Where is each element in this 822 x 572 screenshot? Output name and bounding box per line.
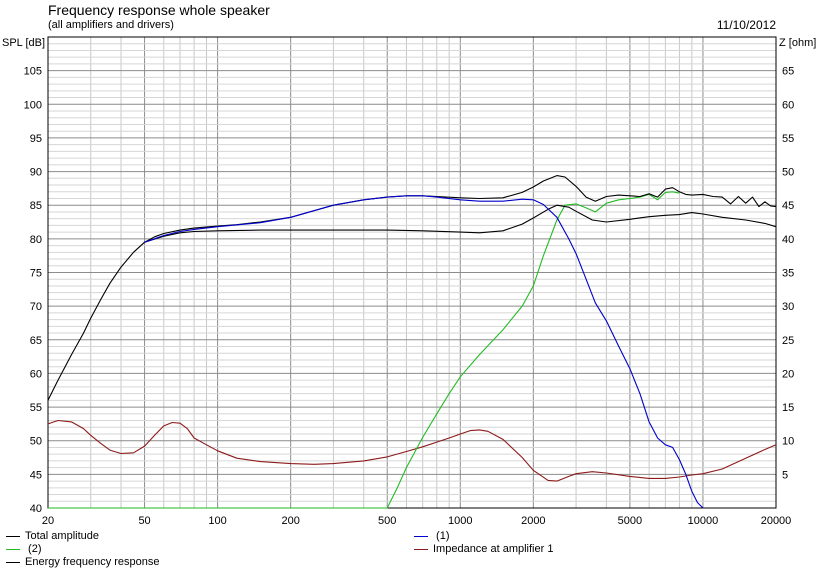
y2-tick-label: 50 [782, 167, 794, 179]
y-tick-label: 100 [24, 99, 42, 111]
y-tick-label: 50 [30, 436, 42, 448]
x-tick-label: 10000 [688, 515, 719, 527]
series-line-impedance-at-amplifier-1 [47, 419, 777, 482]
chart-date: 11/10/2012 [716, 18, 776, 32]
y-tick-label: 45 [30, 469, 42, 481]
y2-tick-label: 45 [782, 200, 794, 212]
y-tick-label: 75 [30, 268, 42, 280]
series-line-total-amplitude [47, 175, 777, 401]
series-line-2 [48, 191, 680, 509]
chart-title: Frequency response whole speaker [48, 2, 270, 18]
y2-tick-label: 5 [782, 469, 788, 481]
legend-swatch [6, 535, 20, 537]
y-tick-label: 70 [30, 301, 42, 313]
y-tick-label: 40 [30, 503, 42, 515]
legend-swatch [6, 561, 20, 563]
legend-label: Impedance at amplifier 1 [433, 543, 554, 555]
legend-item-series-1: (1) [414, 530, 450, 542]
x-tick-label: 500 [378, 515, 396, 527]
legend-item-energy: Energy frequency response [6, 556, 160, 568]
y-tick-label: 65 [30, 335, 42, 347]
legend-swatch [6, 548, 20, 550]
y2-tick-label: 55 [782, 133, 794, 145]
y2-tick-label: 25 [782, 335, 794, 347]
series-line-1 [144, 195, 704, 509]
x-tick-label: 1000 [448, 515, 472, 527]
y2-tick-label: 10 [782, 436, 794, 448]
y2-tick-label: 60 [782, 99, 794, 111]
x-tick-label: 100 [208, 515, 226, 527]
plot-frame [47, 36, 777, 509]
legend-label: Energy frequency response [25, 556, 160, 568]
y2-tick-label: 35 [782, 268, 794, 280]
y2-tick-label: 20 [782, 368, 794, 380]
y2-axis-label: Z [ohm] [779, 37, 817, 49]
legend-item-impedance: Impedance at amplifier 1 [414, 543, 553, 555]
y-tick-label: 95 [30, 133, 42, 145]
legend-label: (2) [25, 543, 42, 555]
y-tick-label: 85 [30, 200, 42, 212]
legend-swatch [414, 548, 428, 550]
y-tick-label: 55 [30, 402, 42, 414]
x-tick-label: 20000 [761, 515, 792, 527]
y-tick-label: 105 [24, 66, 42, 78]
x-tick-label: 50 [138, 515, 150, 527]
y2-tick-label: 65 [782, 66, 794, 78]
x-tick-label: 200 [281, 515, 299, 527]
x-tick-label: 2000 [521, 515, 545, 527]
chart-subtitle: (all amplifiers and drivers) [48, 19, 174, 31]
legend-item-series-2: (2) [6, 543, 42, 555]
y-tick-label: 80 [30, 234, 42, 246]
y-tick-label: 60 [30, 368, 42, 380]
y2-tick-label: 40 [782, 234, 794, 246]
y-axis-label: SPL [dB] [2, 37, 46, 49]
y2-tick-label: 15 [782, 402, 794, 414]
legend-label: (1) [433, 530, 450, 542]
x-tick-label: 5000 [618, 515, 642, 527]
legend-swatch [414, 535, 428, 537]
y2-tick-label: 30 [782, 301, 794, 313]
x-tick-label: 20 [42, 515, 54, 527]
legend-label: Total amplitude [25, 530, 99, 542]
legend-item-total-amplitude: Total amplitude [6, 530, 99, 542]
y-tick-label: 90 [30, 167, 42, 179]
